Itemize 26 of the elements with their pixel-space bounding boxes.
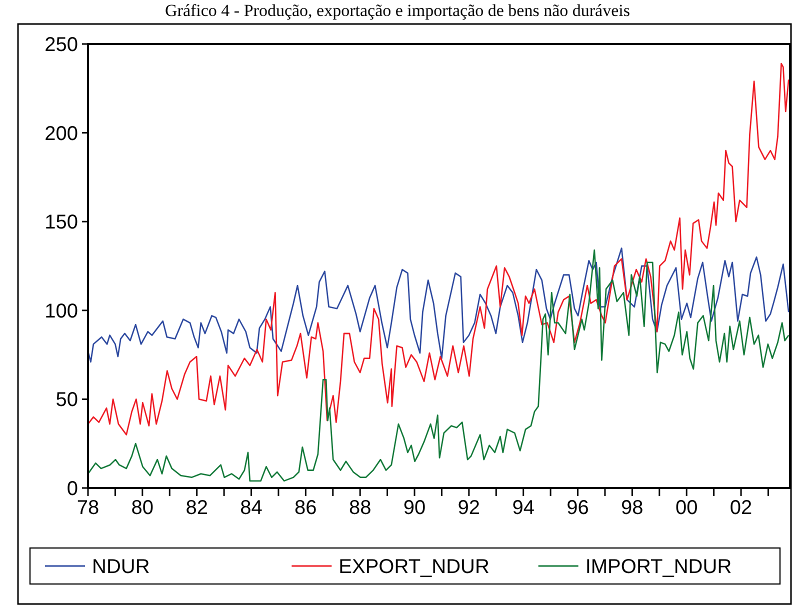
line-series [87,249,790,482]
x-tick-label: 82 [186,497,208,519]
x-tick-label: 78 [76,497,100,519]
x-tick-label: 90 [403,497,426,519]
line-series [87,248,790,363]
y-tick-label: 150 [44,212,78,234]
x-tick-label: 86 [294,497,317,519]
line-series [87,62,790,436]
x-tick-label: 88 [348,497,372,519]
x-tick-label: 02 [730,497,752,519]
x-tick-label: 92 [458,497,480,519]
x-tick-label: 00 [675,497,698,519]
legend-label: EXPORT_NDUR [338,556,490,578]
x-tick-label: 84 [240,497,262,519]
x-tick-label: 80 [131,497,154,519]
legend-label: NDUR [92,556,150,578]
x-tick-label: 94 [512,497,534,519]
x-tick-label: 96 [566,497,589,519]
x-tick-label: 98 [621,497,644,519]
y-tick-label: 250 [44,34,78,56]
y-tick-label: 200 [44,122,78,145]
chart-title: Gráfico 4 - Produção, exportação e importação de bens não duráveis [165,1,630,20]
y-tick-label: 50 [56,389,78,412]
y-tick-label: 0 [66,478,78,500]
legend-label: IMPORT_NDUR [585,556,732,578]
y-tick-label: 100 [44,300,78,322]
